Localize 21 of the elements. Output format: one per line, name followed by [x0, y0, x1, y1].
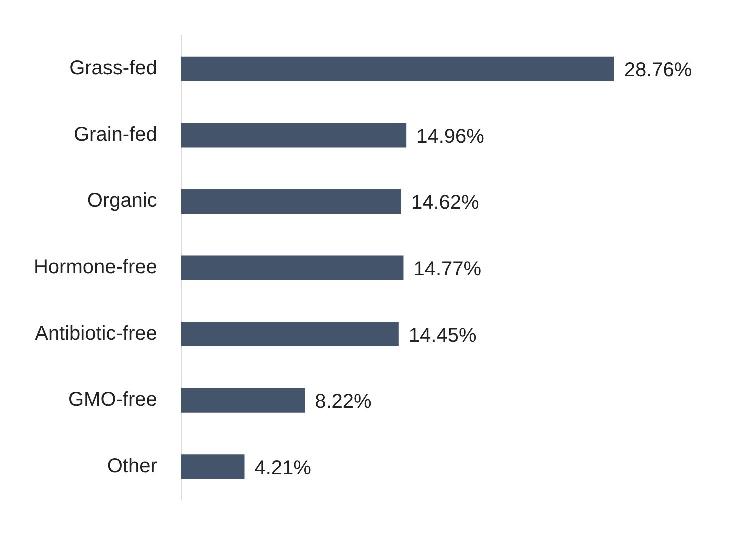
y-tick-label: Organic [87, 190, 158, 212]
data-label: 14.45% [408, 324, 477, 347]
y-tick-label: Grain-fed [74, 124, 158, 146]
bar [181, 256, 404, 280]
y-tick-label: Antibiotic-free [35, 322, 158, 345]
y-tick-label: Hormone-free [34, 256, 158, 279]
bar [181, 454, 245, 480]
data-label: 4.21% [254, 457, 312, 480]
bar [181, 388, 306, 413]
data-label: 28.76% [624, 60, 692, 82]
data-label: 14.96% [416, 126, 485, 148]
y-tick-label: Other [107, 455, 158, 478]
bar [181, 56, 614, 82]
bar [181, 123, 407, 148]
data-label: 14.77% [414, 258, 482, 281]
bar [181, 322, 399, 347]
y-tick-label: GMO-free [68, 389, 158, 412]
data-label: 14.62% [411, 192, 480, 214]
y-tick-label: Grass-fed [70, 58, 158, 80]
bar [181, 189, 402, 214]
data-label: 8.22% [315, 391, 372, 414]
